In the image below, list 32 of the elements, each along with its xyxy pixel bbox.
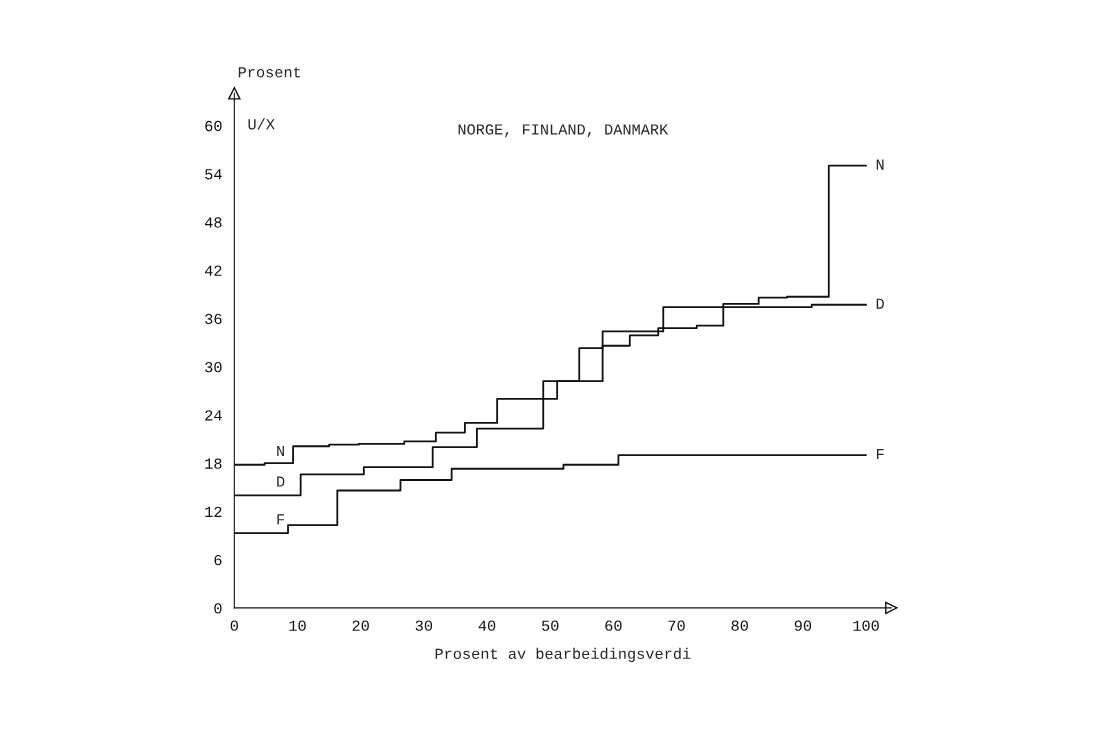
x-axis-title: Prosent av bearbeidingsverdi — [435, 647, 691, 663]
x-tick-label: 20 — [352, 620, 369, 631]
x-tick-label: 10 — [289, 620, 306, 631]
text: NORGE, FINLAND, DANMARK — [458, 124, 669, 138]
y-tick-label: 6 — [214, 554, 222, 566]
series-label: N — [277, 445, 284, 457]
y-tick-label: 24 — [205, 410, 222, 421]
y-tick-label: 0 — [214, 603, 222, 614]
y-tick-label: 12 — [205, 506, 222, 517]
y-axis-title: Prosent — [238, 67, 301, 78]
x-tick-label: 80 — [731, 620, 748, 631]
series-label: D — [277, 476, 285, 487]
y-tick-label: 54 — [205, 169, 222, 180]
annotation: U/X — [248, 118, 275, 130]
x-tick-label: 30 — [415, 620, 433, 631]
x-tick-label: 40 — [478, 620, 496, 631]
x-tick-label: 70 — [668, 620, 685, 631]
y-tick-label: 60 — [205, 120, 222, 132]
text: N — [876, 159, 884, 170]
series-label: F — [277, 514, 285, 525]
x-tick-label: 100 — [853, 620, 879, 631]
y-tick-label: 30 — [205, 361, 222, 373]
x-tick-label: 60 — [605, 620, 622, 631]
text: F — [876, 448, 884, 460]
x-tick-label: 0 — [230, 620, 238, 631]
y-tick-label: 42 — [204, 265, 222, 276]
y-tick-label: 48 — [204, 217, 222, 228]
x-tick-label: 90 — [794, 620, 812, 631]
x-tick-label: 50 — [541, 620, 559, 631]
text: D — [876, 298, 884, 309]
y-tick-label: 36 — [205, 313, 222, 325]
y-tick-label: 18 — [205, 458, 222, 469]
